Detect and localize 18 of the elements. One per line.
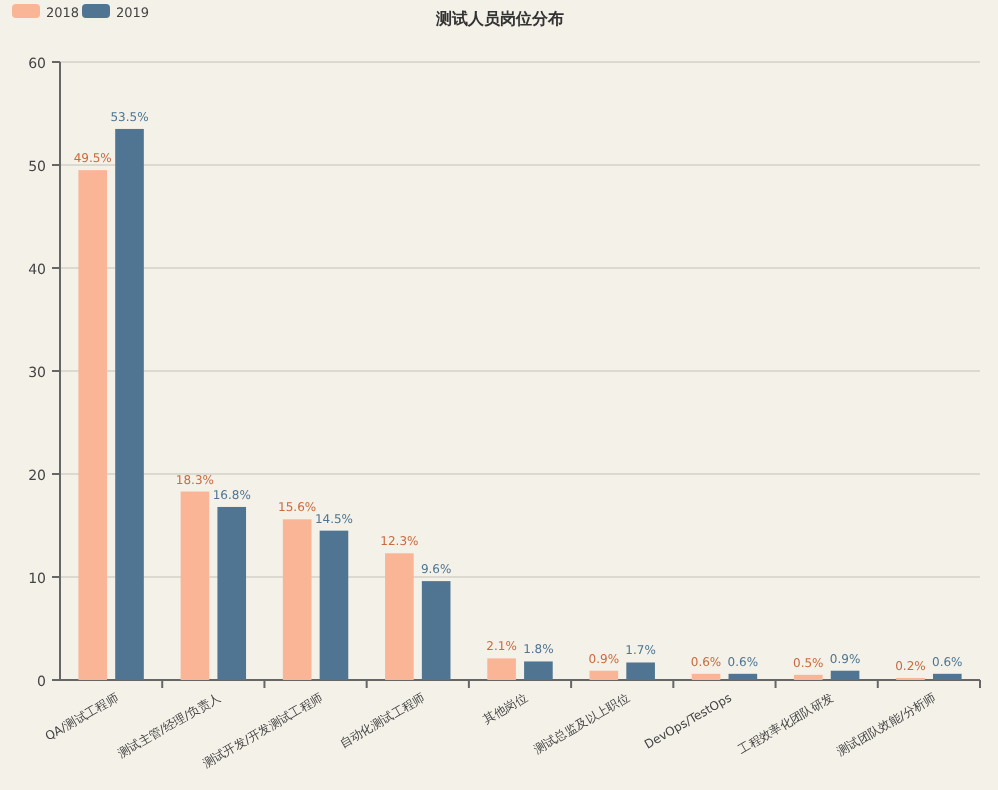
bar [487, 658, 516, 680]
bar [319, 530, 349, 680]
bar [728, 673, 758, 680]
bar [180, 491, 210, 680]
bar [282, 519, 312, 680]
bar [932, 673, 962, 680]
bar [691, 673, 721, 680]
bar [115, 128, 144, 680]
chart-title: 测试人员岗位分布 [434, 10, 564, 28]
bar [589, 670, 619, 680]
bar [385, 553, 414, 680]
bar [217, 506, 247, 680]
bar [830, 670, 860, 680]
bar [524, 661, 553, 680]
bar [793, 674, 823, 680]
bar [626, 662, 655, 680]
bar [421, 581, 451, 680]
bar [78, 170, 108, 680]
